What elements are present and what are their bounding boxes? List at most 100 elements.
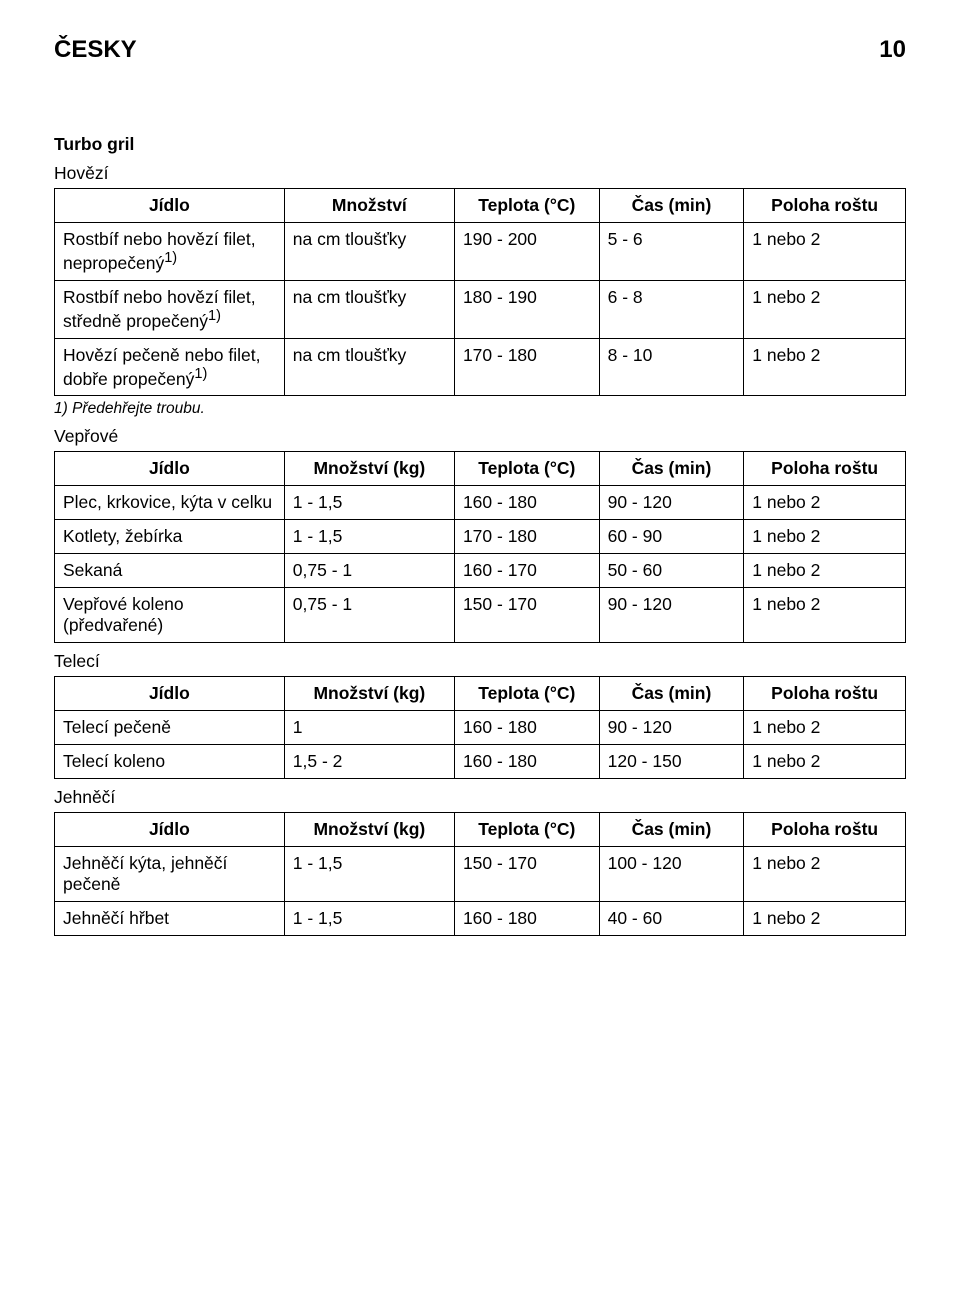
cell-qty: 1: [284, 711, 454, 745]
th-jidlo: Jídlo: [55, 677, 285, 711]
cell-temp: 180 - 190: [454, 280, 599, 338]
cell-time: 6 - 8: [599, 280, 744, 338]
subsection-veprove: Vepřové: [54, 426, 906, 447]
cell-qty: na cm tloušťky: [284, 338, 454, 396]
th-poloha: Poloha roštu: [744, 813, 906, 847]
page: ČESKY 10 Turbo gril Hovězí Jídlo Množstv…: [0, 0, 960, 1302]
th-cas: Čas (min): [599, 189, 744, 223]
cell-food: Telecí koleno: [55, 745, 285, 779]
cell-time: 8 - 10: [599, 338, 744, 396]
cell-time: 90 - 120: [599, 711, 744, 745]
th-jidlo: Jídlo: [55, 189, 285, 223]
table-row: Rostbíf nebo hovězí filet, nepropečený1)…: [55, 223, 906, 281]
table-header-row: Jídlo Množství (kg) Teplota (°C) Čas (mi…: [55, 452, 906, 486]
cell-qty: 0,75 - 1: [284, 588, 454, 643]
cell-qty: na cm tloušťky: [284, 280, 454, 338]
th-jidlo: Jídlo: [55, 813, 285, 847]
cell-qty: na cm tloušťky: [284, 223, 454, 281]
th-poloha: Poloha roštu: [744, 677, 906, 711]
food-text: Hovězí pečeně nebo filet, dobře propečen…: [63, 345, 261, 389]
cell-pos: 1 nebo 2: [744, 588, 906, 643]
subsection-hovezi: Hovězí: [54, 163, 906, 184]
table-teleci: Jídlo Množství (kg) Teplota (°C) Čas (mi…: [54, 676, 906, 779]
th-mnozstvi-kg: Množství (kg): [284, 813, 454, 847]
cell-time: 40 - 60: [599, 902, 744, 936]
page-number: 10: [879, 36, 906, 64]
th-poloha: Poloha roštu: [744, 452, 906, 486]
cell-temp: 150 - 170: [454, 847, 599, 902]
table-row: Kotlety, žebírka 1 - 1,5 170 - 180 60 - …: [55, 520, 906, 554]
cell-time: 100 - 120: [599, 847, 744, 902]
cell-time: 90 - 120: [599, 588, 744, 643]
table-row: Hovězí pečeně nebo filet, dobře propečen…: [55, 338, 906, 396]
cell-food: Sekaná: [55, 554, 285, 588]
table-jehneci: Jídlo Množství (kg) Teplota (°C) Čas (mi…: [54, 812, 906, 936]
table-hovezi: Jídlo Množství Teplota (°C) Čas (min) Po…: [54, 188, 906, 396]
cell-food: Hovězí pečeně nebo filet, dobře propečen…: [55, 338, 285, 396]
table-row: Jehněčí kýta, jehněčí pečeně 1 - 1,5 150…: [55, 847, 906, 902]
cell-qty: 1,5 - 2: [284, 745, 454, 779]
table-row: Jehněčí hřbet 1 - 1,5 160 - 180 40 - 60 …: [55, 902, 906, 936]
th-mnozstvi-kg: Množství (kg): [284, 677, 454, 711]
th-mnozstvi: Množství: [284, 189, 454, 223]
cell-pos: 1 nebo 2: [744, 486, 906, 520]
cell-time: 90 - 120: [599, 486, 744, 520]
subsection-jehneci: Jehněčí: [54, 787, 906, 808]
th-teplota: Teplota (°C): [454, 452, 599, 486]
cell-temp: 160 - 180: [454, 745, 599, 779]
th-poloha: Poloha roštu: [744, 189, 906, 223]
cell-temp: 170 - 180: [454, 338, 599, 396]
cell-food: Jehněčí kýta, jehněčí pečeně: [55, 847, 285, 902]
table-row: Vepřové koleno (předvařené) 0,75 - 1 150…: [55, 588, 906, 643]
th-teplota: Teplota (°C): [454, 813, 599, 847]
doc-title: ČESKY: [54, 36, 137, 64]
table-row: Telecí pečeně 1 160 - 180 90 - 120 1 neb…: [55, 711, 906, 745]
footnote-hovezi: 1) Předehřejte troubu.: [54, 400, 906, 418]
table-header-row: Jídlo Množství Teplota (°C) Čas (min) Po…: [55, 189, 906, 223]
food-sup: 1): [208, 308, 221, 324]
food-sup: 1): [194, 366, 207, 382]
table-row: Rostbíf nebo hovězí filet, středně prope…: [55, 280, 906, 338]
cell-pos: 1 nebo 2: [744, 902, 906, 936]
cell-food: Plec, krkovice, kýta v celku: [55, 486, 285, 520]
table-row: Sekaná 0,75 - 1 160 - 170 50 - 60 1 nebo…: [55, 554, 906, 588]
table-row: Plec, krkovice, kýta v celku 1 - 1,5 160…: [55, 486, 906, 520]
th-cas: Čas (min): [599, 677, 744, 711]
cell-temp: 170 - 180: [454, 520, 599, 554]
cell-food: Jehněčí hřbet: [55, 902, 285, 936]
cell-pos: 1 nebo 2: [744, 554, 906, 588]
th-mnozstvi-kg: Množství (kg): [284, 452, 454, 486]
cell-pos: 1 nebo 2: [744, 223, 906, 281]
th-teplota: Teplota (°C): [454, 677, 599, 711]
cell-temp: 150 - 170: [454, 588, 599, 643]
th-jidlo: Jídlo: [55, 452, 285, 486]
th-cas: Čas (min): [599, 813, 744, 847]
cell-time: 50 - 60: [599, 554, 744, 588]
cell-food: Rostbíf nebo hovězí filet, středně prope…: [55, 280, 285, 338]
food-text: Rostbíf nebo hovězí filet, středně prope…: [63, 287, 256, 331]
subsection-teleci: Telecí: [54, 651, 906, 672]
cell-qty: 1 - 1,5: [284, 486, 454, 520]
cell-pos: 1 nebo 2: [744, 745, 906, 779]
cell-food: Kotlety, žebírka: [55, 520, 285, 554]
cell-qty: 1 - 1,5: [284, 902, 454, 936]
cell-temp: 160 - 180: [454, 902, 599, 936]
cell-temp: 160 - 180: [454, 711, 599, 745]
cell-pos: 1 nebo 2: [744, 711, 906, 745]
table-row: Telecí koleno 1,5 - 2 160 - 180 120 - 15…: [55, 745, 906, 779]
th-teplota: Teplota (°C): [454, 189, 599, 223]
food-text: Rostbíf nebo hovězí filet, nepropečený: [63, 229, 256, 273]
cell-temp: 190 - 200: [454, 223, 599, 281]
food-sup: 1): [164, 250, 177, 266]
cell-time: 120 - 150: [599, 745, 744, 779]
cell-temp: 160 - 170: [454, 554, 599, 588]
cell-food: Rostbíf nebo hovězí filet, nepropečený1): [55, 223, 285, 281]
cell-food: Vepřové koleno (předvařené): [55, 588, 285, 643]
cell-pos: 1 nebo 2: [744, 280, 906, 338]
table-header-row: Jídlo Množství (kg) Teplota (°C) Čas (mi…: [55, 677, 906, 711]
th-cas: Čas (min): [599, 452, 744, 486]
cell-time: 5 - 6: [599, 223, 744, 281]
cell-pos: 1 nebo 2: [744, 520, 906, 554]
cell-pos: 1 nebo 2: [744, 847, 906, 902]
cell-qty: 1 - 1,5: [284, 847, 454, 902]
